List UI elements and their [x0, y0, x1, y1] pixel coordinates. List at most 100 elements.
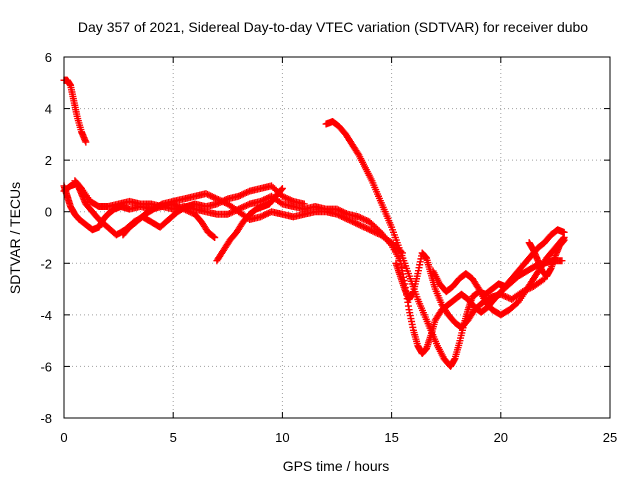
data-point	[539, 276, 547, 284]
series-arc-h	[396, 257, 566, 358]
data-point	[358, 222, 366, 230]
x-axis-label: GPS time / hours	[283, 458, 390, 474]
data-point	[213, 195, 221, 203]
data-point	[208, 193, 216, 201]
data-point	[363, 224, 371, 232]
y-tick-label: -4	[40, 308, 52, 323]
data-point	[260, 211, 268, 219]
data-point	[238, 204, 246, 212]
data-point	[350, 218, 358, 226]
data-point	[363, 217, 371, 225]
axis-ticks: 0 5 10 15 20 25 -8 -6 -4 -2 0 2 4 6	[40, 50, 617, 445]
data-point	[227, 209, 235, 217]
data-point	[216, 196, 224, 204]
chart-title: Day 357 of 2021, Sidereal Day-to-day VTE…	[78, 19, 588, 35]
grid	[64, 57, 610, 418]
data-point	[205, 191, 213, 199]
data-point	[239, 190, 247, 198]
data-point	[356, 221, 364, 229]
data-point	[260, 196, 268, 204]
data-point	[214, 196, 222, 204]
data-point	[361, 216, 369, 224]
data-point	[263, 210, 271, 218]
data-point	[300, 200, 308, 208]
data-point	[352, 219, 360, 227]
data-point	[221, 199, 229, 207]
data-point	[372, 229, 380, 237]
data-point	[560, 236, 568, 244]
data-point	[258, 197, 266, 205]
data-point	[258, 212, 266, 220]
data-point	[263, 194, 271, 202]
y-tick-label: -8	[40, 411, 52, 426]
data-point	[288, 197, 296, 205]
data-point	[558, 257, 566, 265]
data-point	[280, 193, 288, 201]
data-point	[174, 202, 182, 210]
data-point	[207, 192, 215, 200]
y-axis-label: SDTVAR / TECUs	[7, 182, 23, 294]
data-point	[278, 185, 286, 193]
data-point	[241, 189, 249, 197]
x-tick-label: 10	[275, 430, 289, 445]
data-point	[498, 291, 506, 299]
y-tick-label: 4	[45, 102, 52, 117]
data-point	[333, 210, 341, 218]
data-point	[355, 213, 363, 221]
data-point	[370, 228, 378, 236]
data-point	[503, 293, 511, 301]
data-point	[335, 211, 343, 219]
data-point	[186, 208, 194, 216]
data-point	[345, 216, 353, 224]
data-point	[204, 190, 212, 198]
data-point	[175, 203, 183, 211]
x-tick-label: 15	[384, 430, 398, 445]
data-point	[239, 203, 247, 211]
data-point	[360, 223, 368, 231]
y-tick-label: 6	[45, 50, 52, 65]
y-tick-label: -6	[40, 359, 52, 374]
data-point	[285, 195, 293, 203]
data-point	[261, 195, 269, 203]
data-point	[497, 290, 505, 298]
series-arc-e	[119, 190, 407, 257]
data-point	[355, 221, 363, 229]
data-point	[182, 206, 190, 214]
data-point	[236, 192, 244, 200]
data-point	[356, 214, 364, 222]
data-point	[374, 229, 382, 237]
data-point	[218, 197, 226, 205]
data-point	[210, 233, 218, 241]
data-point	[369, 227, 377, 235]
series-arc-k	[525, 236, 568, 280]
data-point	[202, 190, 210, 198]
data-point	[82, 138, 90, 146]
data-point	[339, 213, 347, 221]
plot-frame	[63, 56, 611, 419]
x-tick-label: 0	[60, 430, 67, 445]
data-point	[244, 188, 252, 196]
data-point	[188, 209, 196, 217]
x-tick-label: 25	[603, 430, 617, 445]
x-tick-label: 5	[170, 430, 177, 445]
data-point	[257, 213, 265, 221]
data-point	[257, 197, 265, 205]
data-point	[243, 201, 251, 209]
data-point	[225, 210, 233, 218]
data-point	[277, 186, 285, 194]
data-point	[338, 213, 346, 221]
data-point	[341, 214, 349, 222]
data-point	[244, 201, 252, 209]
data-point	[219, 198, 227, 206]
data-point	[278, 192, 286, 200]
data-point	[501, 292, 509, 300]
data-point	[283, 194, 291, 202]
y-tick-label: 0	[45, 205, 52, 220]
data-point	[241, 202, 249, 210]
data-point	[210, 193, 218, 201]
data-point	[211, 234, 219, 241]
data-point	[224, 210, 232, 218]
data-point	[286, 196, 294, 204]
series-arc-f	[213, 185, 286, 265]
data-point	[282, 194, 290, 202]
